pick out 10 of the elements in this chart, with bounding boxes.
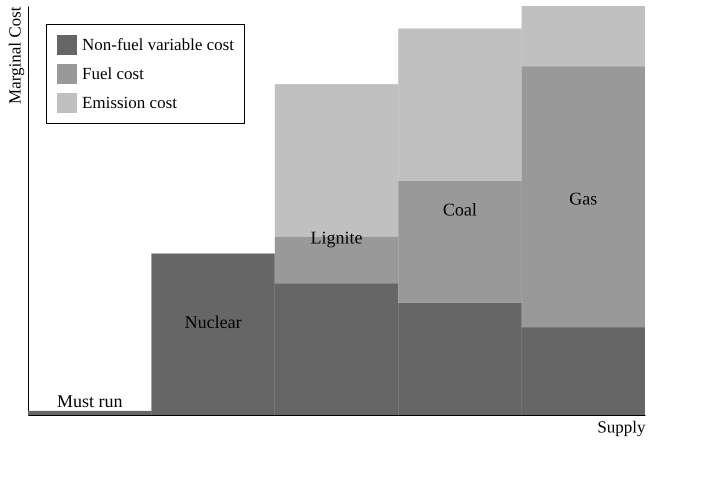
y-axis-title: Marginal Cost <box>6 6 24 104</box>
x-tick-label: Lignite <box>310 228 362 248</box>
x-axis-title: Supply <box>597 418 646 436</box>
legend-label: Non-fuel variable cost <box>82 35 234 54</box>
x-tick-label: Nuclear <box>184 312 242 332</box>
legend-label: Fuel cost <box>82 64 144 83</box>
x-tick-label: Must run <box>56 390 122 411</box>
x-tick-label: Coal <box>442 200 477 220</box>
x-tick-label: Gas <box>569 188 598 208</box>
legend-label: Emission cost <box>82 93 178 112</box>
